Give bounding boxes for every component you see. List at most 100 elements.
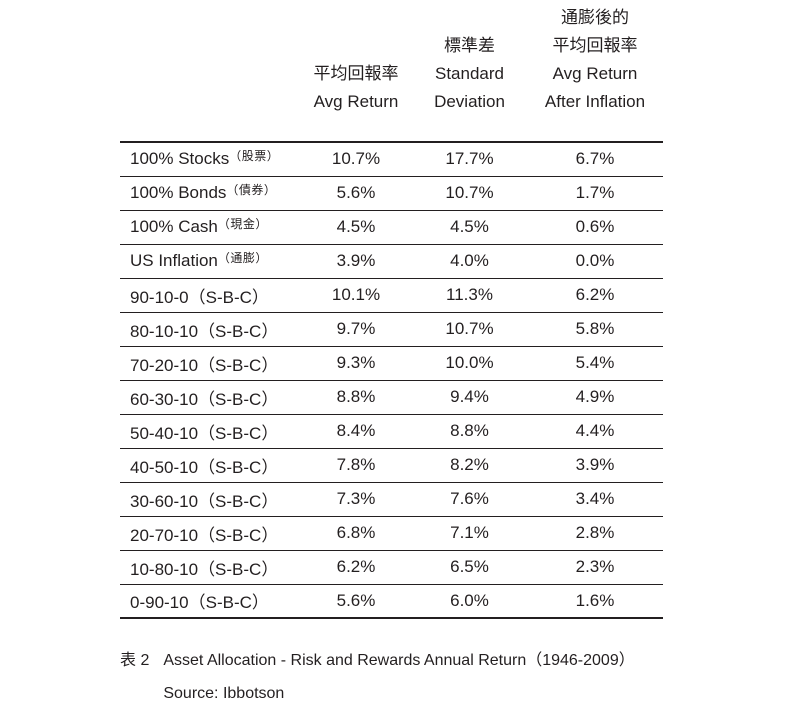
avg-return-value: 8.8% <box>336 387 376 406</box>
std-deviation-value: 8.2% <box>450 455 489 474</box>
std-deviation-value: 4.5% <box>450 217 489 236</box>
row-label-note: （S-B-C） <box>198 355 279 375</box>
row-label: US Inflation <box>130 251 218 270</box>
row-label-note: （S-B-C） <box>198 559 279 579</box>
after-inflation-value: 0.0% <box>575 251 615 270</box>
std-deviation-value: 11.3% <box>446 285 493 304</box>
row-label-cell: 10-80-10（S-B-C） <box>120 550 300 584</box>
after-inflation-value: 2.3% <box>575 557 615 576</box>
row-label: 10-80-10 <box>130 559 199 579</box>
after-inflation-value: 0.6% <box>575 217 615 236</box>
row-label-cell: 100% Cash（現金） <box>120 210 300 244</box>
caption-tag: 表 2 <box>120 652 150 669</box>
avg-return-value: 5.6% <box>336 590 376 610</box>
table-row: 100% Stocks（股票） 10.7% 17.7% 6.7% <box>120 142 663 176</box>
row-label-note: （通膨） <box>217 251 268 265</box>
col-header-avg-return: 平均回報率 Avg Return <box>300 4 412 142</box>
after-inflation-value: 6.2% <box>575 285 615 304</box>
table-row: 10-80-10（S-B-C） 6.2% 6.5% 2.3% <box>120 550 663 584</box>
table-row: 0-90-10（S-B-C） 5.6% 6.0% 1.6% <box>120 584 663 618</box>
row-label-cell: 70-20-10（S-B-C） <box>120 346 300 380</box>
row-label-cell: 40-50-10（S-B-C） <box>120 448 300 482</box>
std-deviation-value: 17.7% <box>445 149 494 169</box>
caption-source: Source: Ibbotson <box>163 685 285 702</box>
table-row: 40-50-10（S-B-C） 7.8% 8.2% 3.9% <box>120 448 663 482</box>
avg-return-value: 6.2% <box>336 557 376 576</box>
row-label-cell: 0-90-10（S-B-C） <box>120 584 300 618</box>
row-label: 80-10-10 <box>130 321 199 341</box>
row-label: 40-50-10 <box>130 457 199 477</box>
std-deviation-value: 6.5% <box>450 557 489 576</box>
std-deviation-value: 4.0% <box>450 251 489 270</box>
avg-return-value: 6.8% <box>336 523 376 542</box>
table-row: 20-70-10（S-B-C） 6.8% 7.1% 2.8% <box>120 516 663 550</box>
std-deviation-value: 6.0% <box>450 590 489 610</box>
row-label-cell: US Inflation（通膨） <box>120 244 300 278</box>
row-label-cell: 60-30-10（S-B-C） <box>120 380 300 414</box>
std-deviation-value: 8.8% <box>450 421 489 440</box>
row-label-note: （現金） <box>217 217 268 231</box>
row-label-cell: 100% Bonds（債券） <box>120 176 300 210</box>
row-label-cell: 80-10-10（S-B-C） <box>120 312 300 346</box>
header-line-avg-return-en: Avg Return <box>313 92 399 111</box>
asset-allocation-table: 平均回報率 Avg Return 標準差 Standard Deviation … <box>120 4 663 619</box>
col-header-std-deviation: 標準差 Standard Deviation <box>412 4 527 142</box>
after-inflation-value: 3.9% <box>575 455 615 474</box>
after-inflation-value: 1.7% <box>575 183 615 202</box>
row-label-note: （S-B-C） <box>188 287 269 307</box>
after-inflation-value: 4.4% <box>575 421 615 440</box>
row-label-cell: 100% Stocks（股票） <box>120 142 300 176</box>
avg-return-value: 4.5% <box>336 217 376 236</box>
row-label-note: （S-B-C） <box>198 525 279 545</box>
row-label-note: （S-B-C） <box>198 457 279 477</box>
table-row: 80-10-10（S-B-C） 9.7% 10.7% 5.8% <box>120 312 663 346</box>
avg-return-value: 3.9% <box>336 251 376 270</box>
row-label-cell: 20-70-10（S-B-C） <box>120 516 300 550</box>
header-line-std-dev-zh: 標準差 <box>444 36 495 55</box>
row-label: 90-10-0 <box>130 287 189 307</box>
avg-return-value: 7.8% <box>336 455 376 474</box>
table-row: 60-30-10（S-B-C） 8.8% 9.4% 4.9% <box>120 380 663 414</box>
std-deviation-value: 9.4% <box>450 387 489 406</box>
row-label: 20-70-10 <box>130 525 199 545</box>
after-inflation-value: 5.4% <box>575 353 615 372</box>
after-inflation-value: 6.7% <box>575 149 615 169</box>
avg-return-value: 9.7% <box>336 319 376 338</box>
header-line-after-inflation-zh2: 平均回報率 <box>552 36 638 55</box>
after-inflation-value: 4.9% <box>575 387 615 406</box>
table-row: 90-10-0（S-B-C） 10.1% 11.3% 6.2% <box>120 278 663 312</box>
table-row: 100% Cash（現金） 4.5% 4.5% 0.6% <box>120 210 663 244</box>
row-label: 100% Stocks <box>130 149 230 169</box>
std-deviation-value: 10.7% <box>445 183 494 202</box>
header-line-std-dev-en1: Standard <box>435 64 504 83</box>
table-row: 30-60-10（S-B-C） 7.3% 7.6% 3.4% <box>120 482 663 516</box>
row-label-note: （債券） <box>226 183 277 197</box>
after-inflation-value: 2.8% <box>575 523 615 542</box>
std-deviation-value: 7.1% <box>450 523 489 542</box>
row-label: 70-20-10 <box>130 355 199 375</box>
caption-title: Asset Allocation - Risk and Rewards Annu… <box>163 652 635 669</box>
avg-return-value: 8.4% <box>336 421 376 440</box>
row-label: 0-90-10 <box>130 593 189 613</box>
caption-text: Asset Allocation - Risk and Rewards Annu… <box>163 644 634 710</box>
header-row: 平均回報率 Avg Return 標準差 Standard Deviation … <box>120 4 663 142</box>
after-inflation-value: 3.4% <box>575 489 615 508</box>
std-deviation-value: 10.0% <box>445 353 494 372</box>
table-caption: 表 2 Asset Allocation - Risk and Rewards … <box>120 644 635 710</box>
after-inflation-value: 5.8% <box>575 319 615 338</box>
avg-return-value: 5.6% <box>336 183 376 202</box>
std-deviation-value: 7.6% <box>450 489 489 508</box>
avg-return-value: 10.1% <box>331 285 381 304</box>
row-label-note: （S-B-C） <box>188 593 269 613</box>
table-body: 100% Stocks（股票） 10.7% 17.7% 6.7% 100% Bo… <box>120 142 663 618</box>
row-label: 50-40-10 <box>130 423 199 443</box>
row-label-cell: 30-60-10（S-B-C） <box>120 482 300 516</box>
table-row: 50-40-10（S-B-C） 8.4% 8.8% 4.4% <box>120 414 663 448</box>
header-line-after-inflation-zh1: 通膨後的 <box>561 8 629 27</box>
after-inflation-value: 1.6% <box>575 590 615 610</box>
row-label-cell: 90-10-0（S-B-C） <box>120 278 300 312</box>
row-label-note: （S-B-C） <box>198 423 279 443</box>
table-header: 平均回報率 Avg Return 標準差 Standard Deviation … <box>120 4 663 142</box>
avg-return-value: 7.3% <box>336 489 376 508</box>
